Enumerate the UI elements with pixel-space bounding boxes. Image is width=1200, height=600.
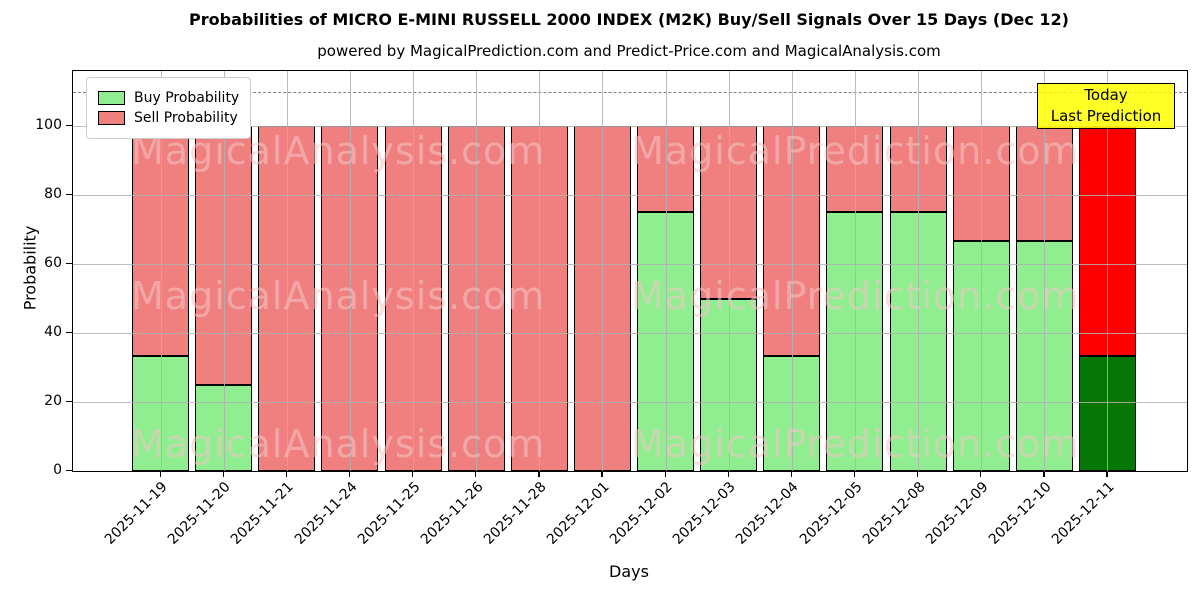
x-tick-label: 2025-12-10 xyxy=(985,479,1055,548)
x-tick-mark xyxy=(917,471,919,477)
x-gridline xyxy=(286,71,288,471)
x-gridline xyxy=(539,71,541,471)
x-tick-label: 2025-12-09 xyxy=(922,479,992,548)
x-tick-mark xyxy=(412,471,414,477)
x-gridline xyxy=(791,71,793,471)
x-axis-title: Days xyxy=(609,562,649,581)
x-gridline xyxy=(223,71,225,471)
x-gridline xyxy=(728,71,730,471)
y-tick-mark xyxy=(66,194,72,196)
x-tick-mark xyxy=(475,471,477,477)
x-tick-mark xyxy=(348,471,351,477)
x-tick-label: 2025-11-28 xyxy=(480,479,550,548)
y-tick-mark xyxy=(66,125,72,127)
sell-swatch-icon xyxy=(98,111,125,125)
legend: Buy Probability Sell Probability xyxy=(86,77,252,139)
x-tick-mark xyxy=(222,471,224,477)
x-tick-mark xyxy=(853,471,856,477)
x-tick-mark xyxy=(285,471,288,477)
today-annotation-line1: Today xyxy=(1084,86,1128,104)
x-gridline xyxy=(854,71,856,471)
y-tick-label: 40 xyxy=(44,324,62,341)
y-gridline xyxy=(73,126,1187,128)
y-tick-mark xyxy=(66,470,72,472)
x-gridline xyxy=(602,71,604,471)
y-tick-label: 0 xyxy=(53,462,62,478)
x-tick-mark xyxy=(601,471,603,477)
x-tick-label: 2025-11-20 xyxy=(165,479,234,548)
x-tick-label: 2025-12-05 xyxy=(796,479,866,548)
y-tick-mark xyxy=(66,263,72,265)
x-tick-label: 2025-12-02 xyxy=(606,479,676,548)
x-gridline xyxy=(918,71,919,471)
x-gridline xyxy=(413,71,414,471)
chart-subtitle: powered by MagicalPrediction.com and Pre… xyxy=(317,42,941,60)
x-tick-mark xyxy=(1043,471,1045,477)
y-tick-label: 20 xyxy=(44,393,62,410)
plot-area: Buy Probability Sell Probability Today L… xyxy=(72,70,1188,472)
x-tick-label: 2025-12-03 xyxy=(670,479,739,548)
y-gridline xyxy=(73,402,1187,404)
legend-label-sell: Sell Probability xyxy=(134,110,238,126)
x-gridline xyxy=(1107,71,1109,471)
x-tick-mark xyxy=(1106,471,1108,477)
legend-item-sell: Sell Probability xyxy=(98,110,239,126)
today-annotation-line2: Last Prediction xyxy=(1050,107,1162,125)
x-tick-label: 2025-12-04 xyxy=(733,479,803,548)
x-tick-label: 2025-11-24 xyxy=(291,479,361,548)
y-gridline xyxy=(73,264,1187,266)
x-gridline xyxy=(476,71,478,471)
legend-label-buy: Buy Probability xyxy=(134,90,240,106)
today-annotation: Today Last Prediction xyxy=(1037,83,1175,129)
dashed-threshold-line xyxy=(73,91,1187,93)
y-tick-label: 100 xyxy=(35,117,62,134)
y-tick-mark xyxy=(66,401,72,403)
y-tick-mark xyxy=(66,332,72,334)
x-tick-label: 2025-12-01 xyxy=(543,479,613,548)
x-tick-mark xyxy=(980,471,982,477)
y-gridline xyxy=(73,195,1187,197)
x-gridline xyxy=(1044,71,1046,471)
x-tick-mark xyxy=(159,471,161,477)
x-tick-mark xyxy=(790,471,793,477)
y-tick-label: 80 xyxy=(44,186,62,203)
x-tick-label: 2025-12-11 xyxy=(1048,479,1118,548)
x-tick-label: 2025-11-19 xyxy=(101,479,171,548)
x-tick-mark xyxy=(538,471,540,477)
buy-swatch-icon xyxy=(98,91,125,105)
x-gridline xyxy=(981,71,983,471)
y-tick-label: 60 xyxy=(44,255,62,272)
x-tick-mark xyxy=(727,471,729,477)
y-gridline xyxy=(73,333,1187,335)
x-gridline xyxy=(665,71,667,471)
x-tick-label: 2025-11-21 xyxy=(228,479,298,548)
x-gridline xyxy=(349,71,351,471)
x-tick-label: 2025-11-25 xyxy=(354,479,424,548)
chart-title: Probabilities of MICRO E-MINI RUSSELL 20… xyxy=(189,10,1069,29)
x-tick-label: 2025-11-26 xyxy=(417,479,487,548)
legend-item-buy: Buy Probability xyxy=(98,90,239,106)
x-tick-label: 2025-12-08 xyxy=(859,479,929,548)
x-gridline xyxy=(160,71,162,471)
x-tick-mark xyxy=(664,471,666,477)
